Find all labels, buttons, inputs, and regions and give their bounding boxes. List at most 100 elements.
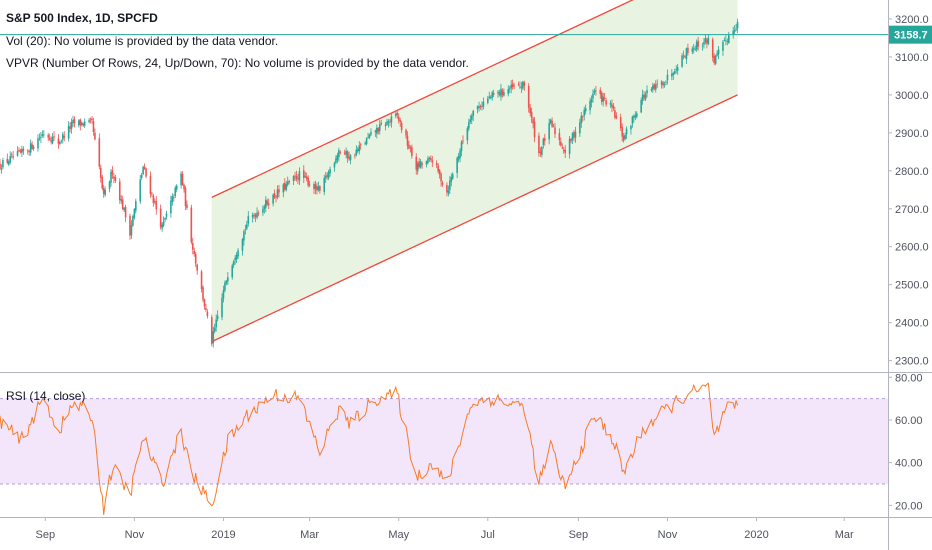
candle [411,144,413,159]
candle [276,185,279,200]
candle [400,120,403,133]
candle [672,71,675,81]
candle [681,53,683,68]
candle [305,172,308,182]
candle [316,182,318,195]
candle [7,159,10,167]
candle [308,180,311,188]
candle [691,46,694,55]
candle [500,83,502,101]
candle [143,163,146,170]
price-tick-label: 2300.0 [895,356,929,368]
candle [359,142,362,150]
candle [246,220,248,231]
candle [571,131,574,144]
candle [345,147,347,159]
candle [70,118,73,134]
candle [196,263,198,275]
candle [633,114,635,123]
candle [589,97,591,115]
candle [568,135,571,159]
time-tick-label: Mar [300,529,319,541]
candle [92,117,95,136]
candle [650,87,653,93]
candle [450,173,453,187]
candle [165,210,168,220]
candle [72,115,74,127]
candle [28,149,31,156]
candle [273,189,276,200]
candle [10,152,13,159]
candle [200,269,203,293]
candle [437,163,439,174]
candle [370,128,372,137]
candle [222,285,225,303]
candle [687,43,689,56]
candle [319,185,321,194]
candle [234,255,236,265]
candle [717,46,720,60]
candle [227,272,229,286]
candle [59,140,61,146]
candle [139,174,142,205]
candle [478,101,480,112]
candle [50,136,52,145]
price-tick-label: 3200.0 [895,14,929,26]
candle [663,81,666,88]
candle [190,204,193,245]
candle [685,47,688,64]
candle [611,99,613,113]
candle [349,153,352,165]
candle [155,196,158,215]
candle [104,186,106,197]
candle [510,80,512,94]
candle [67,121,70,142]
candle [324,172,327,183]
candle [735,23,737,32]
candle [73,116,76,128]
candle [653,83,656,91]
candle [435,160,438,169]
candle [89,117,92,124]
candle [170,195,172,218]
candle [164,217,166,223]
candle [326,172,328,180]
candle [662,80,664,89]
candle [533,116,536,143]
candle [469,115,472,124]
candle [173,194,175,202]
channel-group [211,0,738,343]
candle [278,184,280,198]
candle [78,119,80,128]
candle [376,124,378,139]
candle [18,147,20,153]
candle [390,113,393,128]
candle [523,80,526,91]
candle [53,131,55,141]
candle [574,126,577,143]
candle [387,119,390,128]
candle [365,137,368,146]
candle [646,85,648,98]
candle [121,195,124,211]
candle [488,91,491,100]
candle [241,237,244,256]
candle [91,116,93,124]
candle [98,133,101,170]
candle [472,109,475,122]
candle [644,91,647,101]
candle [624,132,626,141]
candle [124,204,127,223]
candle [99,164,102,183]
rsi-band [0,398,888,484]
candle [503,88,505,97]
candle [40,131,42,144]
candle [529,103,531,117]
candle [159,204,162,230]
candle [609,100,612,108]
candle [621,123,623,142]
candle [298,167,301,186]
candle [501,88,504,98]
candle [713,53,715,66]
candle [348,151,350,161]
